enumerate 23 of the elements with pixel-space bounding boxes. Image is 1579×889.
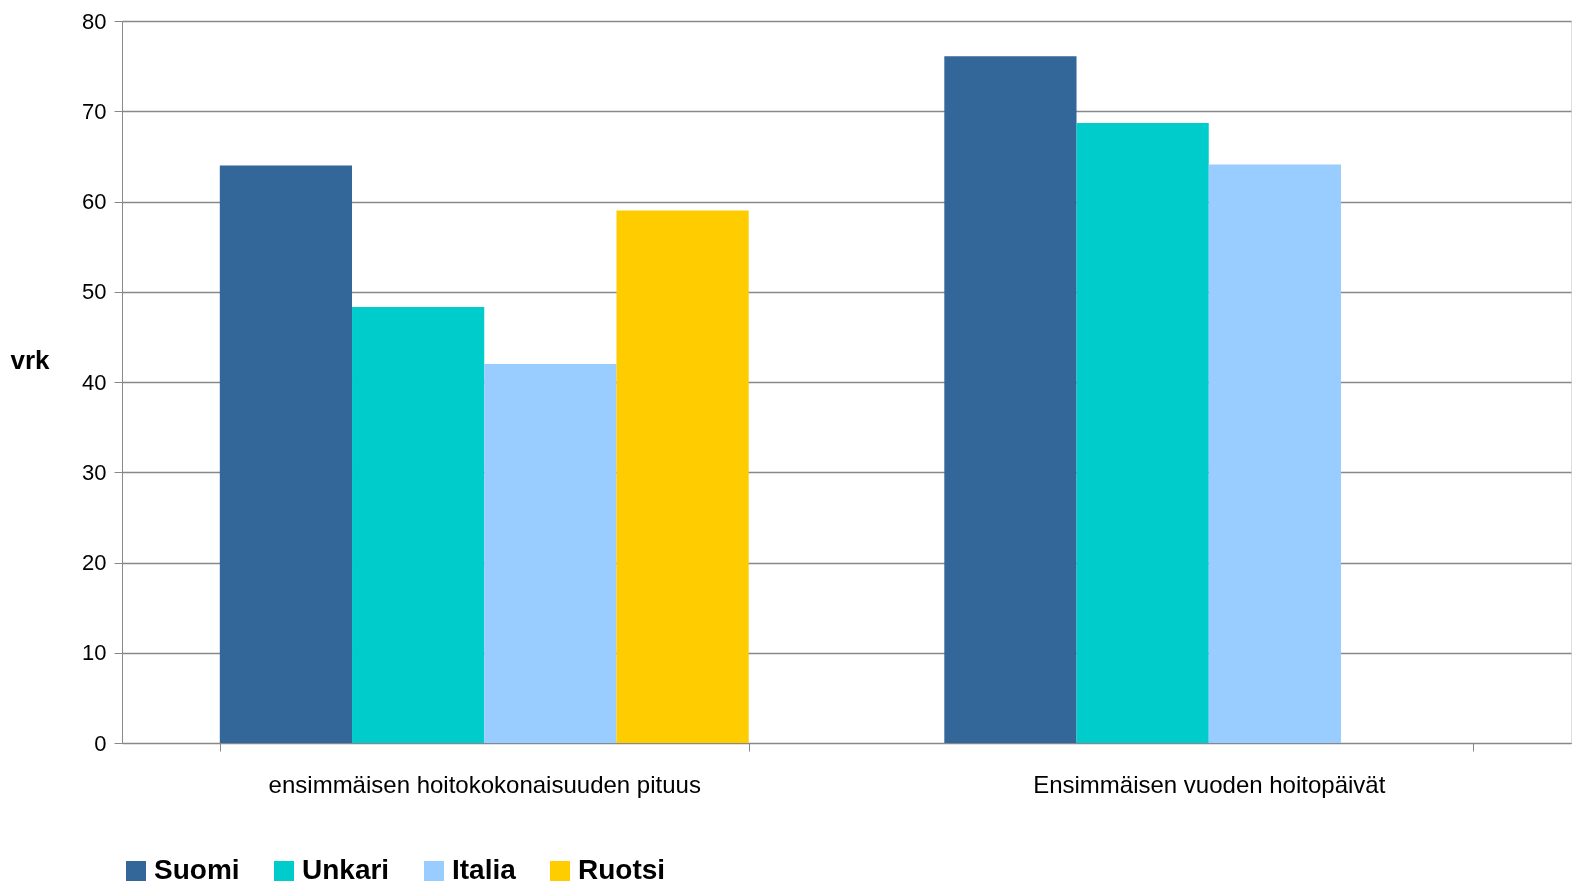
legend-label: Unkari bbox=[302, 854, 390, 885]
bar bbox=[219, 165, 353, 743]
y-tick-label: 80 bbox=[82, 8, 107, 34]
bar bbox=[616, 210, 749, 743]
bar bbox=[1208, 164, 1341, 743]
y-tick-label: 30 bbox=[82, 459, 107, 485]
bar bbox=[944, 56, 1077, 743]
y-tick-label: 70 bbox=[82, 98, 107, 124]
y-tick-label: 0 bbox=[94, 730, 107, 756]
bar bbox=[1076, 122, 1209, 743]
y-tick-label: 20 bbox=[82, 550, 107, 575]
y-tick-label: 40 bbox=[82, 369, 107, 395]
y-axis-title: vrk bbox=[10, 344, 51, 375]
y-tick-label: 50 bbox=[82, 279, 107, 305]
bar bbox=[352, 307, 485, 743]
legend-label: Suomi bbox=[154, 854, 240, 885]
bar bbox=[484, 363, 617, 743]
y-tick-label: 60 bbox=[82, 189, 107, 214]
x-tick-label: Ensimmäisen vuoden hoitopäivät bbox=[1033, 770, 1386, 798]
legend-label: Italia bbox=[452, 854, 517, 885]
y-tick-label: 10 bbox=[82, 640, 107, 666]
x-tick-label: ensimmäisen hoitokokonaisuuden pituus bbox=[268, 770, 701, 798]
legend-label: Ruotsi bbox=[578, 854, 666, 885]
